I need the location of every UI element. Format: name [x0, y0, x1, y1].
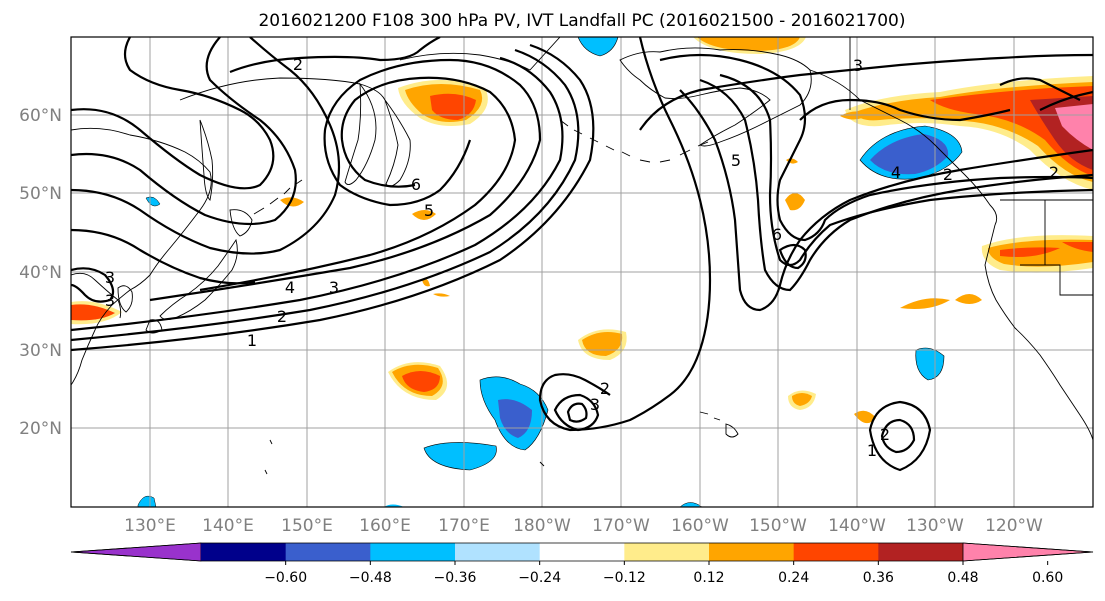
- lon-label-130e: 130°E: [124, 516, 176, 536]
- contour-label-9: 3: [105, 291, 115, 310]
- contour-label-11: 6: [772, 225, 782, 244]
- warm-anomaly-20n: [854, 410, 876, 424]
- lon-label-120w: 120°W: [985, 516, 1043, 536]
- colorbar-tick-label: 0.36: [863, 570, 894, 586]
- colorbar: −0.60 −0.48 −0.36 −0.24 −0.12 0.12 0.24 0.36 0.4…: [70, 542, 1094, 586]
- warm-anomaly-top: [697, 37, 800, 51]
- longitude-labels: 130°E 140°E 150°E 160°E 170°E 180°W 170°…: [124, 516, 1043, 536]
- lon-label-140e: 140°E: [202, 516, 254, 536]
- colorbar-tick-label: −0.48: [349, 570, 392, 586]
- cold-anomaly-south-edge-2: [384, 504, 404, 507]
- contour-label-19: 3: [590, 395, 600, 414]
- cold-anomaly-16n: [423, 442, 497, 471]
- lat-label-20n: 20°N: [19, 419, 62, 439]
- lon-label-140w: 140°W: [828, 516, 886, 536]
- colorbar-segment: [370, 543, 456, 561]
- warm-anomaly-west-edge: [71, 301, 122, 325]
- contour-label-1: 2: [293, 55, 303, 74]
- warm-anomaly-24n-east: [788, 390, 816, 410]
- map-panel: 2 6 5 4 3 2 1 3 3 5 6 2 4 2 3 2 1 2 3: [70, 36, 1094, 508]
- contour-label-13: 4: [891, 163, 901, 182]
- contour-label-17: 1: [867, 441, 877, 460]
- lon-label-160w: 160°W: [671, 516, 729, 536]
- cold-anomaly-alaska: [859, 125, 963, 180]
- colorbar-tick-label: −0.24: [518, 570, 561, 586]
- colorbar-segment: [709, 543, 795, 561]
- lon-label-150e: 150°E: [281, 516, 333, 536]
- warm-anomaly-small-8: [422, 278, 430, 287]
- contour-label-5: 3: [329, 278, 339, 297]
- colorbar-segment: [539, 543, 625, 561]
- colorbar-tick-label: −0.12: [603, 570, 646, 586]
- cold-anomaly-south-edge: [137, 495, 157, 507]
- warm-anomaly-small-3: [785, 193, 805, 211]
- colorbar-tick-label: −0.36: [434, 570, 477, 586]
- colorbar-extend-high: [962, 542, 1094, 562]
- map-frame: [70, 36, 1094, 508]
- figure-title: 2016021200 F108 300 hPa PV, IVT Landfall…: [258, 11, 905, 31]
- colorbar-frame: [70, 542, 1094, 562]
- colorbar-tick-label: 0.48: [947, 570, 978, 586]
- contour-labels: 2 6 5 4 3 2 1 3 3 5 6 2 4 2 3 2 1 2 3: [105, 55, 1059, 460]
- cold-anomaly-27n-east: [915, 347, 945, 381]
- warm-anomaly-24n-west: [388, 362, 448, 400]
- gridlines: [71, 37, 1093, 507]
- contour-label-2: 6: [411, 175, 421, 194]
- lon-label-150w: 150°W: [749, 516, 807, 536]
- colorbar-tick-label: 0.24: [778, 570, 809, 586]
- lat-label-60n: 60°N: [19, 106, 62, 126]
- contour-label-16: 2: [880, 425, 890, 444]
- contour-label-7: 1: [247, 331, 257, 350]
- colorbar-segment: [793, 543, 879, 561]
- colorbar-tick-label: −0.60: [264, 570, 307, 586]
- contour-label-6: 2: [277, 307, 287, 326]
- colorbar-segment: [878, 543, 964, 561]
- lon-label-170e: 170°E: [438, 516, 490, 536]
- lat-label-50n: 50°N: [19, 184, 62, 204]
- lon-label-180w: 180°W: [513, 516, 571, 536]
- colorbar-tick-label: 0.12: [693, 570, 724, 586]
- latitude-labels: 60°N 50°N 40°N 30°N 20°N: [19, 106, 62, 439]
- pv-contours: [71, 37, 1093, 472]
- lat-label-30n: 30°N: [19, 341, 62, 361]
- warm-anomaly-small-1: [900, 298, 950, 309]
- contour-label-18: 2: [600, 379, 610, 398]
- contour-label-10: 5: [731, 151, 741, 170]
- lon-label-170w: 170°W: [592, 516, 650, 536]
- contour-label-15: 3: [853, 56, 863, 75]
- colorbar-extend-low: [70, 542, 202, 562]
- colorbar-segment: [624, 543, 710, 561]
- lon-label-160e: 160°E: [359, 516, 411, 536]
- warm-anomaly-small-2: [955, 294, 982, 304]
- colorbar-segment: [455, 543, 541, 561]
- contour-label-14: 2: [943, 165, 953, 184]
- contour-label-8: 3: [105, 268, 115, 287]
- cold-anomaly-top: [577, 37, 619, 57]
- lat-label-40n: 40°N: [19, 263, 62, 283]
- contour-label-4: 4: [285, 278, 295, 297]
- colorbar-segment: [201, 543, 287, 561]
- contour-label-12: 2: [1049, 163, 1059, 182]
- warm-anomaly-small-7: [412, 210, 436, 220]
- lon-label-130w: 130°W: [906, 516, 964, 536]
- warm-anomaly-small-9: [433, 293, 450, 297]
- contour-label-3: 5: [424, 201, 434, 220]
- colorbar-tick-label: 0.60: [1032, 570, 1063, 586]
- warm-anomaly-small-6: [280, 197, 304, 207]
- colorbar-segment: [285, 543, 371, 561]
